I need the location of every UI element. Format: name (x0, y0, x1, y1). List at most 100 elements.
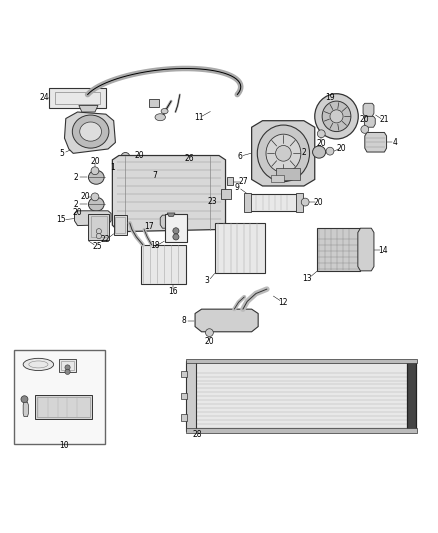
Bar (114, 215, 127, 235)
Ellipse shape (322, 101, 351, 132)
Polygon shape (113, 156, 226, 232)
Ellipse shape (23, 358, 53, 370)
Bar (61, 360, 74, 370)
Ellipse shape (330, 110, 343, 123)
Polygon shape (195, 309, 258, 332)
Ellipse shape (80, 122, 102, 141)
Text: 4: 4 (393, 138, 398, 147)
Text: 6: 6 (237, 152, 242, 161)
Ellipse shape (88, 171, 104, 184)
Bar (227, 177, 233, 184)
Bar (35, 395, 92, 419)
Text: 22: 22 (100, 236, 110, 245)
Bar (221, 189, 231, 199)
Bar (215, 223, 265, 273)
Bar (125, 162, 138, 172)
Text: 20: 20 (360, 115, 370, 124)
Ellipse shape (96, 233, 102, 239)
Bar (271, 175, 284, 182)
Bar (49, 88, 106, 108)
Text: 13: 13 (303, 274, 312, 282)
Ellipse shape (88, 197, 104, 211)
Bar (297, 193, 303, 212)
Bar (141, 245, 186, 284)
Polygon shape (64, 112, 116, 154)
Text: 3: 3 (205, 277, 209, 285)
Polygon shape (364, 116, 375, 127)
Ellipse shape (161, 109, 168, 114)
Polygon shape (252, 120, 315, 186)
Ellipse shape (318, 130, 325, 138)
Bar (165, 214, 187, 242)
Bar (55, 92, 100, 104)
Ellipse shape (65, 365, 70, 370)
Ellipse shape (313, 146, 325, 158)
Text: 7: 7 (152, 172, 157, 181)
Ellipse shape (91, 167, 99, 175)
Bar (276, 168, 300, 180)
Bar (186, 429, 417, 433)
Bar (407, 361, 416, 431)
Text: 23: 23 (208, 197, 217, 206)
Polygon shape (167, 213, 175, 216)
Bar (59, 359, 76, 372)
Text: 20: 20 (135, 151, 145, 160)
Ellipse shape (173, 234, 179, 240)
Bar (37, 397, 90, 417)
Text: 20: 20 (90, 157, 100, 166)
Text: 1: 1 (110, 163, 115, 172)
Text: 25: 25 (92, 241, 102, 251)
Bar (186, 359, 417, 363)
Text: 15: 15 (57, 215, 66, 224)
Bar (191, 362, 408, 430)
Text: 27: 27 (239, 177, 248, 186)
Bar (88, 214, 110, 239)
Text: 20: 20 (205, 337, 214, 346)
Bar (115, 217, 125, 233)
Ellipse shape (205, 329, 213, 336)
Text: 2: 2 (73, 173, 78, 182)
Text: 21: 21 (380, 115, 389, 124)
Text: 8: 8 (182, 317, 187, 326)
Bar (91, 216, 107, 237)
Ellipse shape (72, 115, 109, 148)
Bar (186, 361, 196, 431)
Ellipse shape (96, 229, 102, 234)
Text: 10: 10 (60, 441, 69, 450)
Text: 9: 9 (235, 183, 240, 192)
Ellipse shape (326, 147, 334, 155)
Bar (181, 415, 187, 421)
Polygon shape (160, 215, 184, 228)
Text: 14: 14 (379, 246, 389, 255)
Ellipse shape (21, 396, 28, 403)
Bar (244, 193, 251, 212)
Ellipse shape (361, 125, 369, 133)
Text: 2: 2 (73, 200, 78, 209)
Bar (149, 99, 159, 107)
Text: 20: 20 (80, 192, 90, 201)
Bar (181, 393, 187, 399)
Ellipse shape (155, 114, 166, 120)
Polygon shape (74, 211, 111, 225)
Text: 19: 19 (325, 93, 335, 102)
Ellipse shape (257, 125, 310, 182)
Polygon shape (358, 228, 374, 271)
Bar (317, 228, 360, 271)
Text: 17: 17 (145, 222, 154, 231)
Text: 18: 18 (150, 241, 159, 250)
Text: 24: 24 (39, 93, 49, 102)
Text: 20: 20 (337, 143, 346, 152)
Text: 16: 16 (169, 287, 178, 296)
Text: 20: 20 (314, 198, 323, 207)
Ellipse shape (276, 146, 291, 161)
Ellipse shape (121, 152, 130, 161)
Text: 20: 20 (317, 139, 326, 148)
Polygon shape (365, 133, 387, 152)
Text: 20: 20 (73, 207, 82, 216)
Polygon shape (23, 402, 28, 417)
Ellipse shape (185, 165, 193, 173)
Bar (130, 173, 145, 180)
Bar (181, 371, 187, 377)
Ellipse shape (266, 134, 301, 173)
Text: 26: 26 (184, 154, 194, 163)
